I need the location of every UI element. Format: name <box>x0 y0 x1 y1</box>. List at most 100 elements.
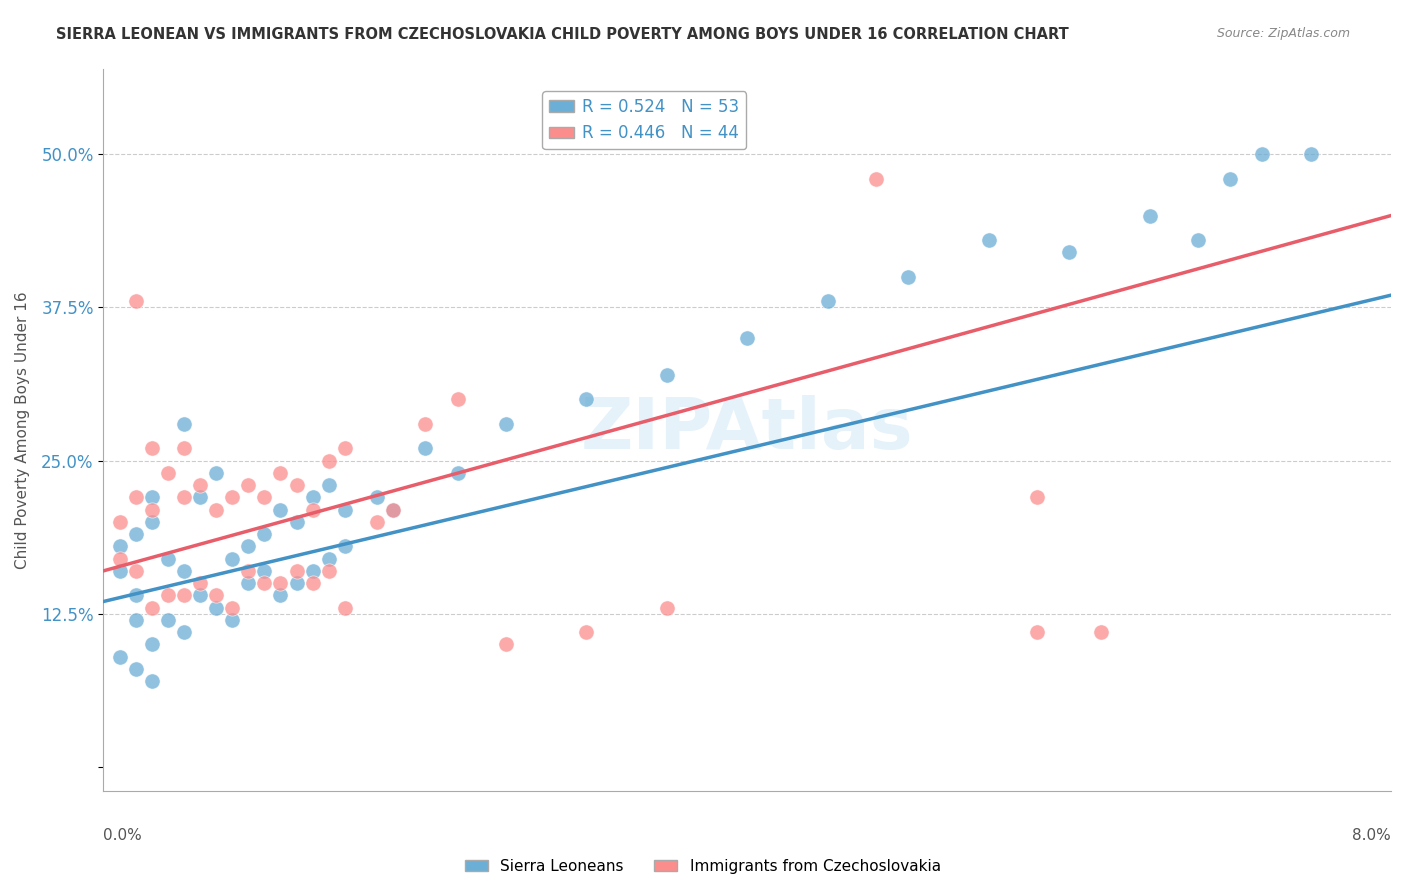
Point <box>366 491 388 505</box>
Point <box>285 576 308 591</box>
Point <box>301 576 323 591</box>
Text: 0.0%: 0.0% <box>104 828 142 843</box>
Point <box>173 588 195 602</box>
Point <box>318 453 340 467</box>
Point <box>333 540 356 554</box>
Point <box>108 515 131 529</box>
Point <box>108 540 131 554</box>
Point <box>333 442 356 456</box>
Point <box>108 649 131 664</box>
Point <box>188 478 211 492</box>
Point <box>269 466 291 480</box>
Point <box>575 392 598 407</box>
Point <box>124 613 146 627</box>
Legend: R = 0.524   N = 53, R = 0.446   N = 44: R = 0.524 N = 53, R = 0.446 N = 44 <box>543 91 747 149</box>
Point <box>221 600 243 615</box>
Point <box>156 551 179 566</box>
Point <box>269 588 291 602</box>
Point <box>205 588 228 602</box>
Point <box>156 613 179 627</box>
Point <box>108 551 131 566</box>
Point <box>655 600 678 615</box>
Point <box>318 564 340 578</box>
Point <box>735 331 758 345</box>
Text: ZIPAtlas: ZIPAtlas <box>581 395 914 465</box>
Point <box>1139 209 1161 223</box>
Point <box>366 515 388 529</box>
Text: 8.0%: 8.0% <box>1353 828 1391 843</box>
Point <box>221 491 243 505</box>
Point <box>238 576 260 591</box>
Point <box>188 576 211 591</box>
Point <box>141 600 163 615</box>
Point <box>141 491 163 505</box>
Point <box>269 502 291 516</box>
Point <box>173 442 195 456</box>
Point <box>253 491 276 505</box>
Point <box>1187 233 1209 247</box>
Point <box>238 478 260 492</box>
Point <box>124 662 146 676</box>
Point <box>977 233 1000 247</box>
Point <box>1251 147 1274 161</box>
Point <box>285 515 308 529</box>
Point <box>205 600 228 615</box>
Point <box>173 417 195 431</box>
Point <box>301 564 323 578</box>
Point <box>495 637 517 651</box>
Point <box>124 294 146 309</box>
Point <box>124 588 146 602</box>
Point <box>415 442 437 456</box>
Legend: Sierra Leoneans, Immigrants from Czechoslovakia: Sierra Leoneans, Immigrants from Czechos… <box>460 853 946 880</box>
Point <box>124 491 146 505</box>
Point <box>382 502 405 516</box>
Point <box>415 417 437 431</box>
Point <box>285 564 308 578</box>
Point <box>173 564 195 578</box>
Point <box>156 588 179 602</box>
Point <box>253 527 276 541</box>
Point <box>173 491 195 505</box>
Point <box>333 600 356 615</box>
Text: Source: ZipAtlas.com: Source: ZipAtlas.com <box>1216 27 1350 40</box>
Point <box>221 613 243 627</box>
Point <box>141 502 163 516</box>
Point <box>1090 625 1112 640</box>
Point <box>318 551 340 566</box>
Point <box>285 478 308 492</box>
Point <box>1026 491 1049 505</box>
Point <box>333 502 356 516</box>
Point <box>446 392 468 407</box>
Point <box>865 171 887 186</box>
Text: SIERRA LEONEAN VS IMMIGRANTS FROM CZECHOSLOVAKIA CHILD POVERTY AMONG BOYS UNDER : SIERRA LEONEAN VS IMMIGRANTS FROM CZECHO… <box>56 27 1069 42</box>
Point <box>188 588 211 602</box>
Point <box>897 269 920 284</box>
Point <box>253 564 276 578</box>
Point <box>269 576 291 591</box>
Point <box>1299 147 1322 161</box>
Y-axis label: Child Poverty Among Boys Under 16: Child Poverty Among Boys Under 16 <box>15 291 30 569</box>
Point <box>238 540 260 554</box>
Point <box>301 502 323 516</box>
Point <box>141 442 163 456</box>
Point <box>382 502 405 516</box>
Point <box>238 564 260 578</box>
Point <box>253 576 276 591</box>
Point <box>124 564 146 578</box>
Point <box>141 674 163 689</box>
Point <box>301 491 323 505</box>
Point <box>188 491 211 505</box>
Point <box>141 637 163 651</box>
Point <box>446 466 468 480</box>
Point <box>318 478 340 492</box>
Point <box>124 527 146 541</box>
Point <box>495 417 517 431</box>
Point <box>173 625 195 640</box>
Point <box>1219 171 1241 186</box>
Point <box>221 551 243 566</box>
Point <box>1026 625 1049 640</box>
Point <box>1057 245 1080 260</box>
Point <box>156 466 179 480</box>
Point <box>575 625 598 640</box>
Point <box>655 368 678 382</box>
